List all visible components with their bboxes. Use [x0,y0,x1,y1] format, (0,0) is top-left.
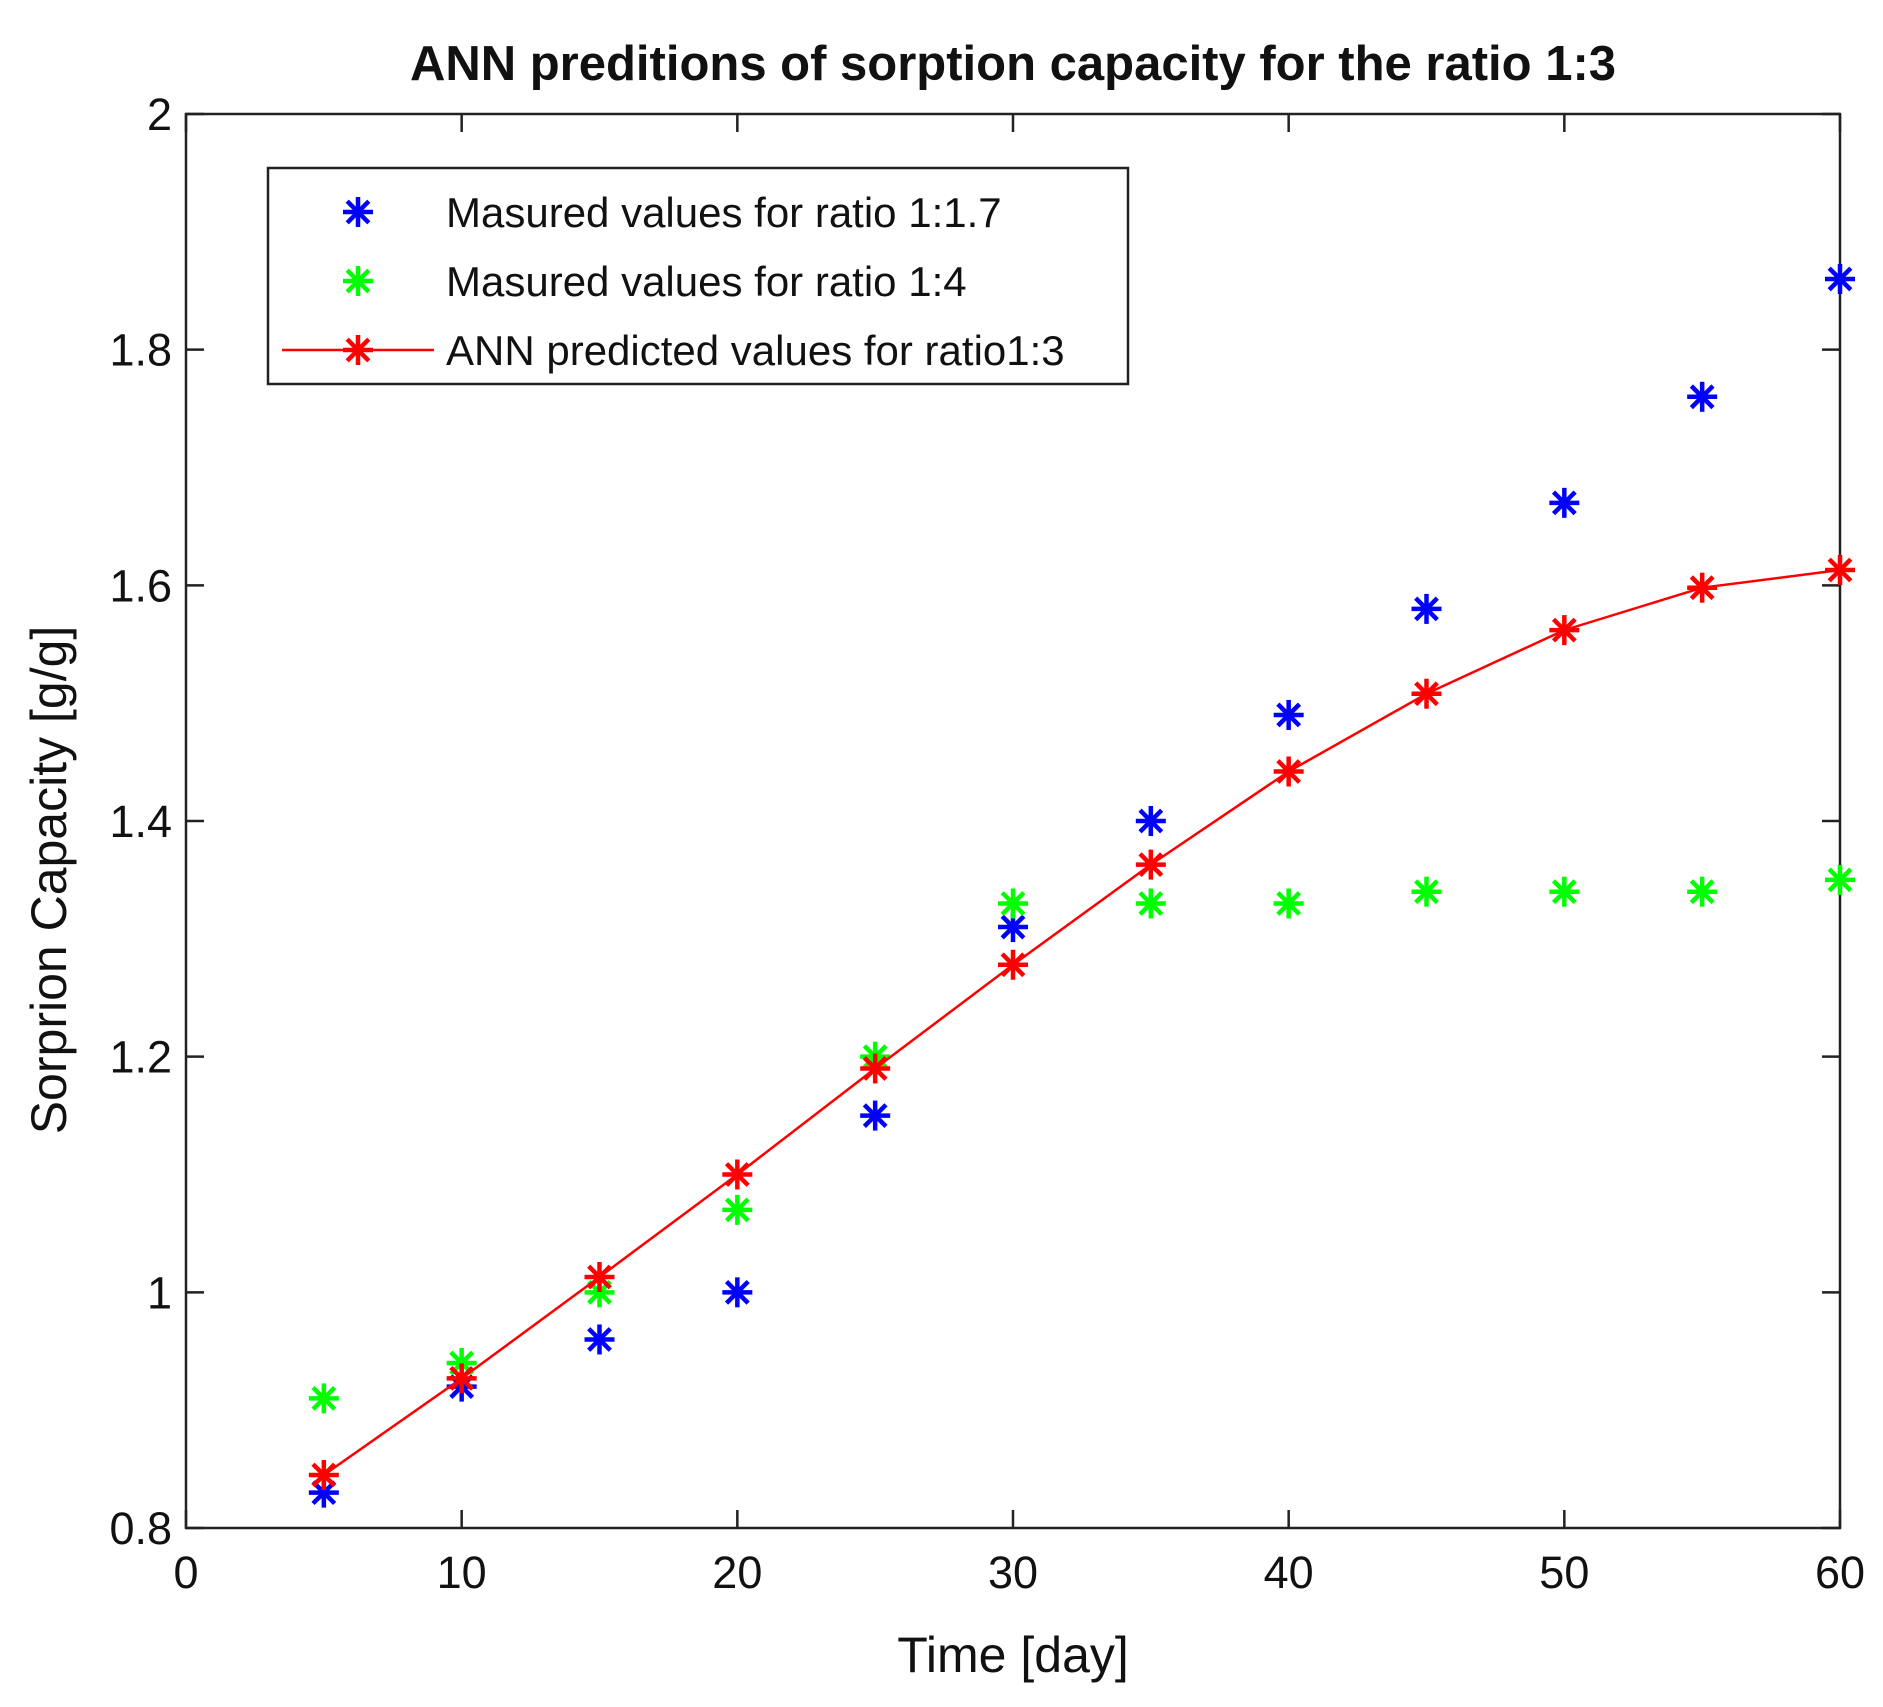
chart-title: ANN preditions of sorption capacity for … [410,37,1616,91]
data-point [1273,888,1304,919]
data-point [1549,615,1580,646]
x-tick-label: 10 [437,1547,487,1598]
data-point [1135,849,1166,880]
data-point [722,1194,753,1225]
data-point [1135,888,1166,919]
data-point [998,949,1028,980]
series-line [323,568,1841,1476]
legend: Masured values for ratio 1:1.7 Masured va… [266,166,1130,386]
y-tick-label: 1.6 [109,560,172,611]
legend-box [266,166,1130,386]
data-point [308,1477,339,1508]
data-point [1273,699,1304,730]
data-point [1411,876,1442,907]
data-point [1273,756,1304,787]
legend-label: ANN predicted values for ratio1:3 [446,327,1065,374]
data-point [998,888,1028,919]
legend-item: ANN predicted values for ratio1:3 [282,327,1065,374]
legend-marker [343,335,373,365]
data-point [1825,864,1855,895]
y-tick-label: 1.4 [109,796,172,847]
data-point [722,1277,753,1308]
data-point [860,1053,891,1084]
legend-item: Masured values for ratio 1:1.7 [343,189,1002,236]
y-tick-label: 2 [147,89,172,140]
legend-marker [343,266,373,296]
data-point [722,1159,753,1190]
data-point [1687,572,1718,603]
legend-item: Masured values for ratio 1:4 [343,258,967,305]
data-point [584,1262,615,1293]
plot-area [308,263,1855,1508]
y-axis-label: Sorprion Capacity [g/g] [21,626,77,1135]
y-tick-label: 0.8 [109,1503,172,1554]
data-point [1687,876,1718,907]
data-point [1411,678,1442,709]
data-point [308,1383,339,1414]
data-point [1825,263,1855,294]
data-point [308,1459,339,1490]
legend-label: Masured values for ratio 1:4 [446,258,967,305]
x-tick-label: 30 [988,1547,1038,1598]
legend-label: Masured values for ratio 1:1.7 [446,189,1002,236]
data-point [1549,487,1580,518]
data-point [860,1100,891,1131]
x-axis-label: Time [day] [897,1627,1129,1683]
data-point [1825,555,1855,586]
data-point [1135,806,1166,836]
data-point [584,1324,615,1355]
data-point [1687,381,1718,412]
data-point [1411,593,1442,624]
x-tick-label: 60 [1815,1547,1865,1598]
y-tick-label: 1 [147,1267,172,1318]
data-point [1549,876,1580,907]
x-tick-label: 50 [1539,1547,1589,1598]
data-point [446,1363,477,1394]
x-tick-label: 20 [712,1547,762,1598]
y-tick-label: 1.8 [109,325,172,376]
x-tick-label: 0 [173,1547,198,1598]
x-tick-label: 40 [1264,1547,1314,1598]
series-1 [308,263,1855,1508]
legend-marker [343,197,373,227]
y-tick-label: 1.2 [109,1032,172,1083]
series-3 [308,555,1855,1490]
